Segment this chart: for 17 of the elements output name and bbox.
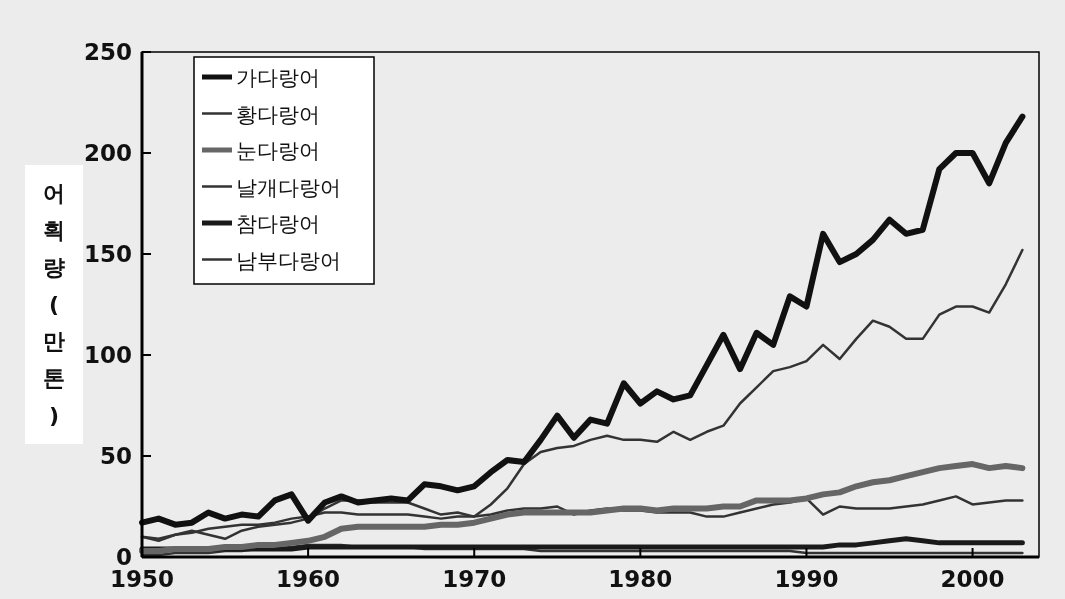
legend-label: 참다랑어 bbox=[236, 212, 320, 236]
y-tick-label: 200 bbox=[83, 140, 132, 166]
legend-label: 황다랑어 bbox=[236, 102, 320, 127]
y-axis-title: 어획량(만 톤) bbox=[43, 181, 65, 428]
y-tick-label: 150 bbox=[83, 241, 132, 267]
legend-label: 날개다랑어 bbox=[236, 175, 341, 200]
legend-label: 눈다랑어 bbox=[236, 139, 320, 163]
legend-label: 남부다랑어 bbox=[236, 248, 341, 273]
x-tick-label: 1970 bbox=[442, 566, 507, 592]
x-tick-label: 2000 bbox=[940, 566, 1005, 592]
y-tick-label: 50 bbox=[99, 443, 132, 469]
y-tick-label: 250 bbox=[83, 39, 132, 65]
x-tick-label: 1990 bbox=[774, 566, 839, 592]
x-tick-label: 1980 bbox=[608, 566, 673, 592]
legend-label: 가다랑어 bbox=[236, 66, 320, 90]
x-tick-label: 1960 bbox=[276, 566, 341, 592]
y-tick-label: 100 bbox=[83, 342, 132, 368]
